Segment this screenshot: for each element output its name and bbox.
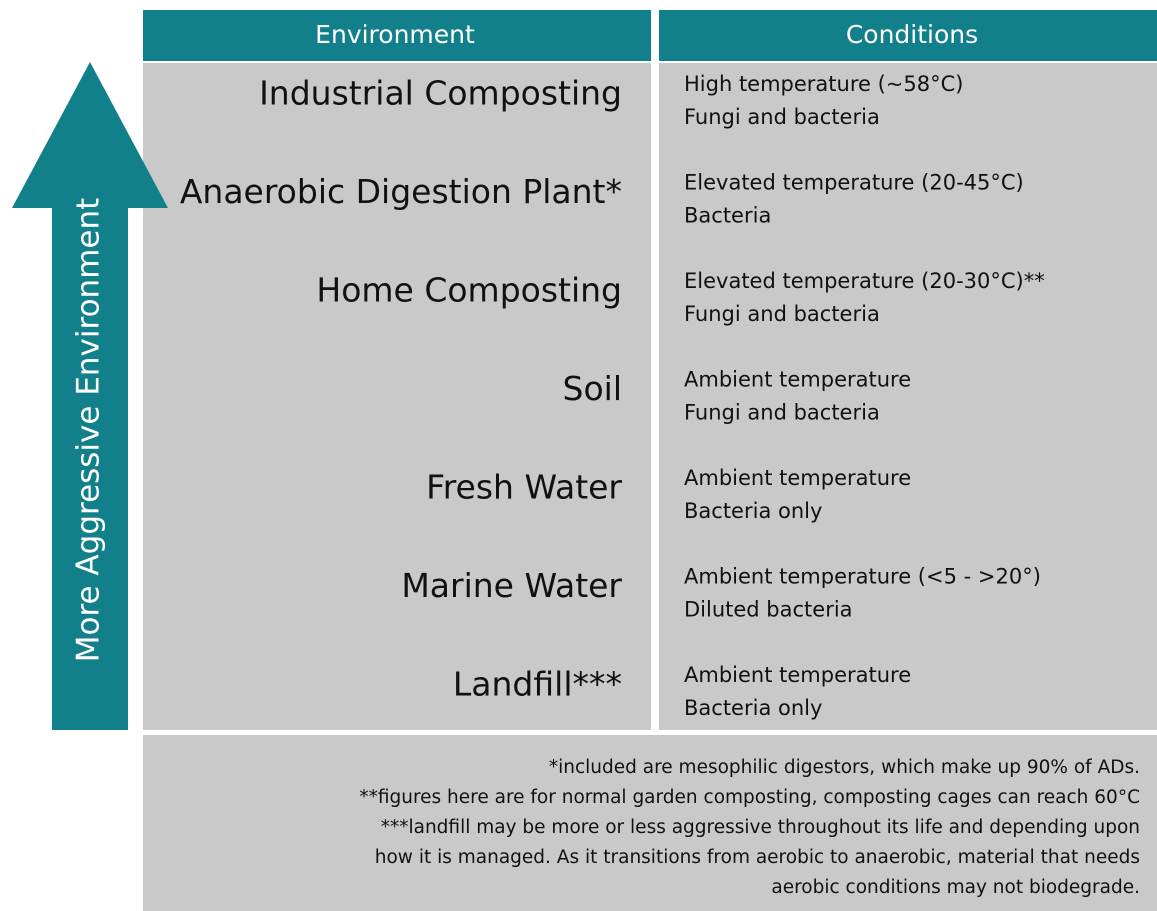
column-header: Conditions bbox=[846, 20, 978, 49]
condition-line: Fungi and bacteria bbox=[684, 105, 880, 129]
condition-line: Ambient temperature (<5 - >20°) bbox=[684, 565, 1041, 589]
environment-label: Industrial Composting bbox=[259, 74, 622, 113]
condition-line: Fungi and bacteria bbox=[684, 302, 880, 326]
condition-line: Bacteria only bbox=[684, 499, 822, 523]
environment-label: Marine Water bbox=[401, 566, 622, 605]
condition-line: High temperature (~58°C) bbox=[684, 72, 963, 96]
condition-line: Bacteria only bbox=[684, 696, 822, 720]
condition-line: Diluted bacteria bbox=[684, 598, 853, 622]
arrow-label: More Aggressive Environment bbox=[71, 198, 107, 663]
footnote-line: *included are mesophilic digestors, whic… bbox=[549, 757, 1140, 778]
condition-line: Elevated temperature (20-45°C) bbox=[684, 171, 1024, 195]
environment-label: Home Composting bbox=[316, 271, 622, 310]
footnote-line: aerobic conditions may not biodegrade. bbox=[771, 877, 1140, 898]
arrow bbox=[12, 62, 168, 730]
column-header: Environment bbox=[315, 20, 475, 49]
condition-line: Bacteria bbox=[684, 204, 771, 228]
environment-column bbox=[143, 63, 651, 730]
environment-label: Fresh Water bbox=[426, 468, 622, 507]
condition-line: Ambient temperature bbox=[684, 466, 911, 490]
environment-label: Soil bbox=[563, 369, 622, 408]
condition-line: Ambient temperature bbox=[684, 663, 911, 687]
condition-line: Fungi and bacteria bbox=[684, 401, 880, 425]
condition-line: Elevated temperature (20-30°C)** bbox=[684, 269, 1045, 293]
header-cell bbox=[143, 10, 651, 61]
footnote-box bbox=[143, 735, 1157, 911]
header-cell bbox=[659, 10, 1157, 61]
environment-label: Landfill*** bbox=[453, 665, 622, 704]
conditions-column bbox=[659, 63, 1157, 730]
condition-line: Ambient temperature bbox=[684, 368, 911, 392]
environment-label: Anaerobic Digestion Plant* bbox=[180, 172, 622, 211]
footnote-line: ***landfill may be more or less aggressi… bbox=[381, 817, 1140, 838]
footnote-line: **figures here are for normal garden com… bbox=[359, 787, 1140, 808]
footnote-line: how it is managed. As it transitions fro… bbox=[375, 847, 1140, 868]
